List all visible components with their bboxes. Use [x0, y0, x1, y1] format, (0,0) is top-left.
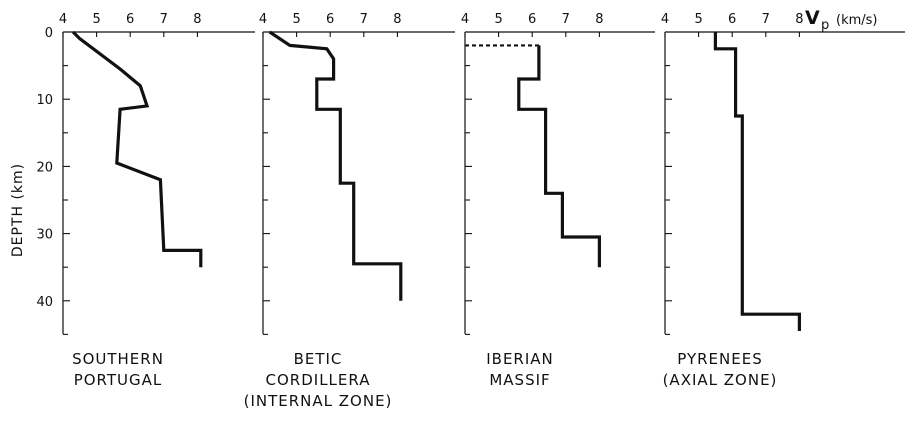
velocity-tick-label: 5	[292, 12, 300, 27]
velocity-profile-line	[71, 30, 203, 268]
velocity-tick-label: 7	[562, 12, 570, 27]
depth-tick-label: 10	[36, 93, 53, 108]
velocity-tick-label: 6	[528, 12, 536, 27]
velocity-tick-label: 4	[461, 12, 469, 27]
velocity-tick-label: 7	[160, 12, 168, 27]
depth-tick-label: 0	[45, 26, 53, 41]
velocity-tick-label: 4	[59, 12, 67, 27]
depth-tick-label: 40	[36, 295, 53, 310]
velocity-tick-label: 5	[92, 12, 100, 27]
velocity-tick-label: 5	[694, 12, 702, 27]
depth-tick-label: 20	[36, 160, 53, 175]
velocity-tick-label: 7	[360, 12, 368, 27]
velocity-tick-label: 4	[661, 12, 669, 27]
velocity-tick-label: 8	[795, 12, 803, 27]
velocity-tick-label: 4	[259, 12, 267, 27]
velocity-axis-subscript: p	[821, 18, 829, 33]
panel-name-line: PYRENEES	[677, 350, 762, 368]
depth-tick-label: 30	[36, 228, 53, 243]
velocity-tick-label: 8	[393, 12, 401, 27]
velocity-tick-label: 7	[762, 12, 770, 27]
velocity-axis-title: V	[805, 7, 820, 29]
depth-axis-title: DEPTH (km)	[10, 163, 26, 257]
panel-name-line: PORTUGAL	[74, 371, 163, 389]
velocity-tick-label: 6	[728, 12, 736, 27]
velocity-profile-line	[713, 32, 802, 331]
velocity-tick-label: 8	[193, 12, 201, 27]
panel-name-line: MASSIF	[489, 371, 550, 389]
panel-name-line: (INTERNAL ZONE)	[244, 392, 393, 410]
velocity-profile-line	[268, 30, 403, 301]
panel-name-line: CORDILLERA	[266, 371, 371, 389]
velocity-tick-label: 6	[126, 12, 134, 27]
panel-name-line: BETIC	[294, 350, 343, 368]
panel-name-line: SOUTHERN	[72, 350, 164, 368]
velocity-tick-label: 5	[494, 12, 502, 27]
velocity-profile-line	[517, 45, 602, 268]
velocity-tick-label: 6	[326, 12, 334, 27]
velocity-tick-label: 8	[595, 12, 603, 27]
panel-name-line: IBERIAN	[486, 350, 554, 368]
velocity-axis-unit: (km/s)	[836, 13, 878, 28]
panel-name-line: (AXIAL ZONE)	[663, 371, 778, 389]
